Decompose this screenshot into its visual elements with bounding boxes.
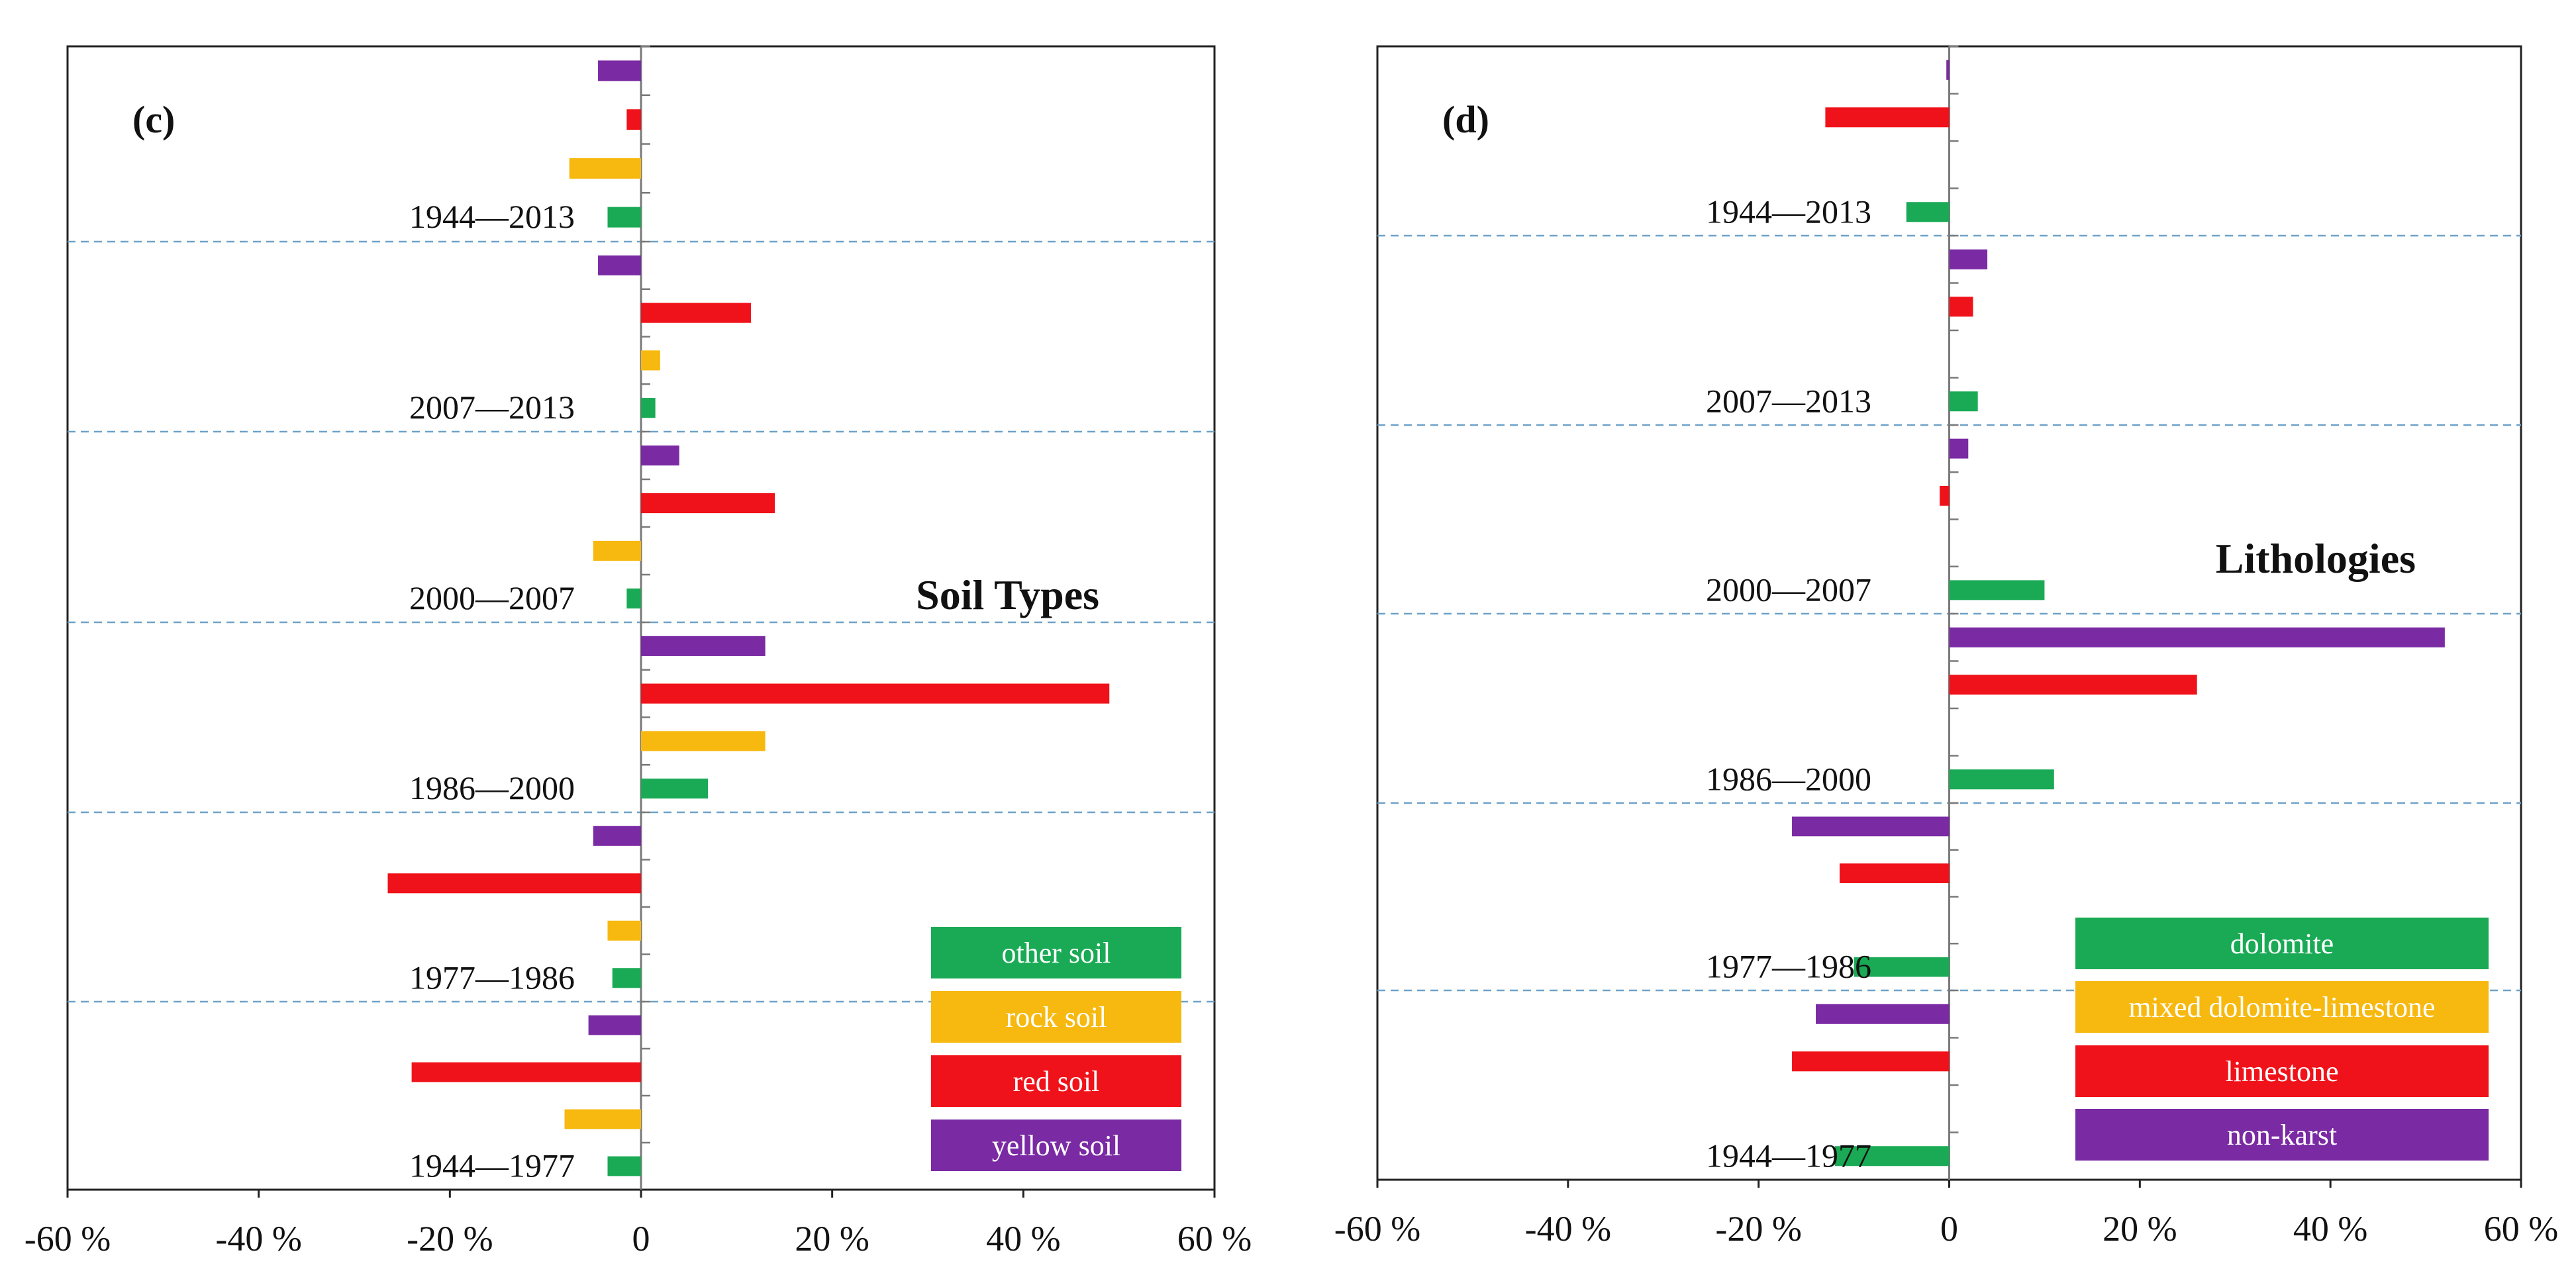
bar-dolomite-1977—1986 bbox=[1854, 957, 1950, 977]
bar-other-soil-2000—2007 bbox=[626, 588, 641, 609]
x-tick-label: 40 % bbox=[986, 1219, 1060, 1259]
bar-other-soil-2007—2013 bbox=[641, 398, 656, 418]
bar-dolomite-1944—1977 bbox=[1834, 1146, 1950, 1167]
x-tick-label: 0 bbox=[1940, 1209, 1958, 1249]
bar-dolomite-1944—2013 bbox=[1906, 202, 1950, 222]
legend-swatch bbox=[931, 927, 1181, 978]
bar-rock-soil-2000—2007 bbox=[593, 540, 641, 561]
legend-label: yellow soil bbox=[992, 1129, 1120, 1162]
panel-label: (d) bbox=[1442, 98, 1489, 141]
x-tick-label: -40 % bbox=[215, 1219, 301, 1259]
category-label: 1977—1986 bbox=[409, 959, 575, 996]
bar-non-karst-2007—2013 bbox=[1949, 249, 1988, 269]
x-tick-label: -40 % bbox=[1525, 1209, 1611, 1249]
bar-limestone-1977—1986 bbox=[1839, 863, 1950, 883]
bar-non-karst-1944—2013 bbox=[1946, 60, 1950, 80]
panel-d: 1944—2013 2007—2013 2000—2007 1986—2000 1977… bbox=[1334, 45, 2558, 1249]
bar-other-soil-1944—2013 bbox=[607, 207, 641, 228]
category-label: 1986—2000 bbox=[1706, 760, 1871, 797]
bar-red-soil-2007—2013 bbox=[641, 303, 751, 323]
category-label: 1977—1986 bbox=[1706, 948, 1871, 985]
legend-swatch bbox=[2075, 1109, 2489, 1161]
x-tick-label: -60 % bbox=[1334, 1209, 1420, 1249]
bar-rock-soil-1986—2000 bbox=[641, 731, 766, 751]
legend-label: red soil bbox=[1013, 1065, 1100, 1098]
legend-swatch bbox=[931, 1120, 1181, 1171]
bar-yellow-soil-1977—1986 bbox=[593, 826, 641, 846]
bar-rock-soil-2007—2013 bbox=[641, 350, 660, 371]
legend-swatch bbox=[2075, 981, 2489, 1033]
x-tick-label: 0 bbox=[632, 1219, 650, 1259]
bar-red-soil-1986—2000 bbox=[641, 683, 1110, 704]
bar-yellow-soil-1944—1977 bbox=[588, 1015, 641, 1035]
x-tick-label: 20 % bbox=[2103, 1209, 2177, 1249]
x-tick-label: 60 % bbox=[2484, 1209, 2558, 1249]
x-tick-label: 60 % bbox=[1177, 1219, 1252, 1259]
category-label: 2000—2007 bbox=[1706, 571, 1871, 608]
bar-non-karst-2000—2007 bbox=[1949, 438, 1969, 459]
bar-rock-soil-1944—1977 bbox=[564, 1109, 641, 1129]
legend-swatch bbox=[2075, 918, 2489, 969]
bar-non-karst-1986—2000 bbox=[1949, 627, 2445, 647]
legend-swatch bbox=[931, 991, 1181, 1043]
bar-red-soil-1977—1986 bbox=[387, 873, 641, 894]
category-label: 1986—2000 bbox=[409, 769, 575, 806]
chart-title: Lithologies bbox=[2216, 535, 2416, 582]
legend-label: rock soil bbox=[1006, 1001, 1107, 1033]
x-tick-label: -20 % bbox=[407, 1219, 493, 1259]
panel-c: 1944—2013 2007—2013 2000—2007 1986—2000 1977… bbox=[25, 45, 1252, 1259]
bar-yellow-soil-2000—2007 bbox=[641, 445, 679, 466]
bar-dolomite-2000—2007 bbox=[1949, 580, 2045, 600]
bar-other-soil-1977—1986 bbox=[612, 968, 641, 988]
bar-rock-soil-1944—2013 bbox=[569, 158, 641, 179]
bar-yellow-soil-1944—2013 bbox=[598, 60, 641, 81]
bar-dolomite-2007—2013 bbox=[1949, 391, 1978, 412]
bar-red-soil-2000—2007 bbox=[641, 493, 775, 514]
bar-limestone-1944—2013 bbox=[1825, 107, 1950, 128]
bar-limestone-1986—2000 bbox=[1949, 675, 2197, 695]
legend-label: other soil bbox=[1002, 937, 1111, 969]
category-label: 1944—2013 bbox=[409, 198, 575, 235]
bar-rock-soil-1977—1986 bbox=[607, 920, 641, 941]
bar-yellow-soil-2007—2013 bbox=[598, 255, 641, 275]
bar-non-karst-1944—1977 bbox=[1816, 1004, 1950, 1024]
bar-non-karst-1977—1986 bbox=[1792, 816, 1950, 837]
category-label: 1944—1977 bbox=[1706, 1137, 1871, 1174]
category-label: 2007—2013 bbox=[1706, 382, 1871, 419]
bar-limestone-2007—2013 bbox=[1949, 297, 1973, 317]
bar-red-soil-1944—2013 bbox=[626, 109, 641, 130]
x-tick-label: 20 % bbox=[795, 1219, 869, 1259]
legend-label: limestone bbox=[2225, 1055, 2338, 1088]
category-label: 2000—2007 bbox=[409, 579, 575, 616]
category-label: 1944—1977 bbox=[409, 1147, 575, 1184]
bar-red-soil-1944—1977 bbox=[411, 1062, 641, 1082]
category-label: 2007—2013 bbox=[409, 389, 575, 426]
legend-label: dolomite bbox=[2230, 928, 2334, 960]
bar-other-soil-1944—1977 bbox=[607, 1156, 641, 1176]
legend-label: mixed dolomite-limestone bbox=[2128, 991, 2435, 1024]
legend-swatch bbox=[931, 1055, 1181, 1107]
legend-label: non-karst bbox=[2227, 1119, 2337, 1151]
bar-other-soil-1986—2000 bbox=[641, 779, 709, 799]
x-tick-label: -60 % bbox=[25, 1219, 111, 1259]
bar-dolomite-1986—2000 bbox=[1949, 769, 2054, 790]
bar-limestone-2000—2007 bbox=[1940, 485, 1950, 506]
x-tick-label: 40 % bbox=[2293, 1209, 2367, 1249]
panel-label: (c) bbox=[132, 98, 175, 141]
bar-limestone-1944—1977 bbox=[1792, 1051, 1950, 1072]
bar-yellow-soil-1986—2000 bbox=[641, 636, 766, 656]
chart-title: Soil Types bbox=[916, 571, 1099, 618]
legend-swatch bbox=[2075, 1045, 2489, 1097]
category-label: 1944—2013 bbox=[1706, 193, 1871, 230]
x-tick-label: -20 % bbox=[1715, 1209, 1801, 1249]
